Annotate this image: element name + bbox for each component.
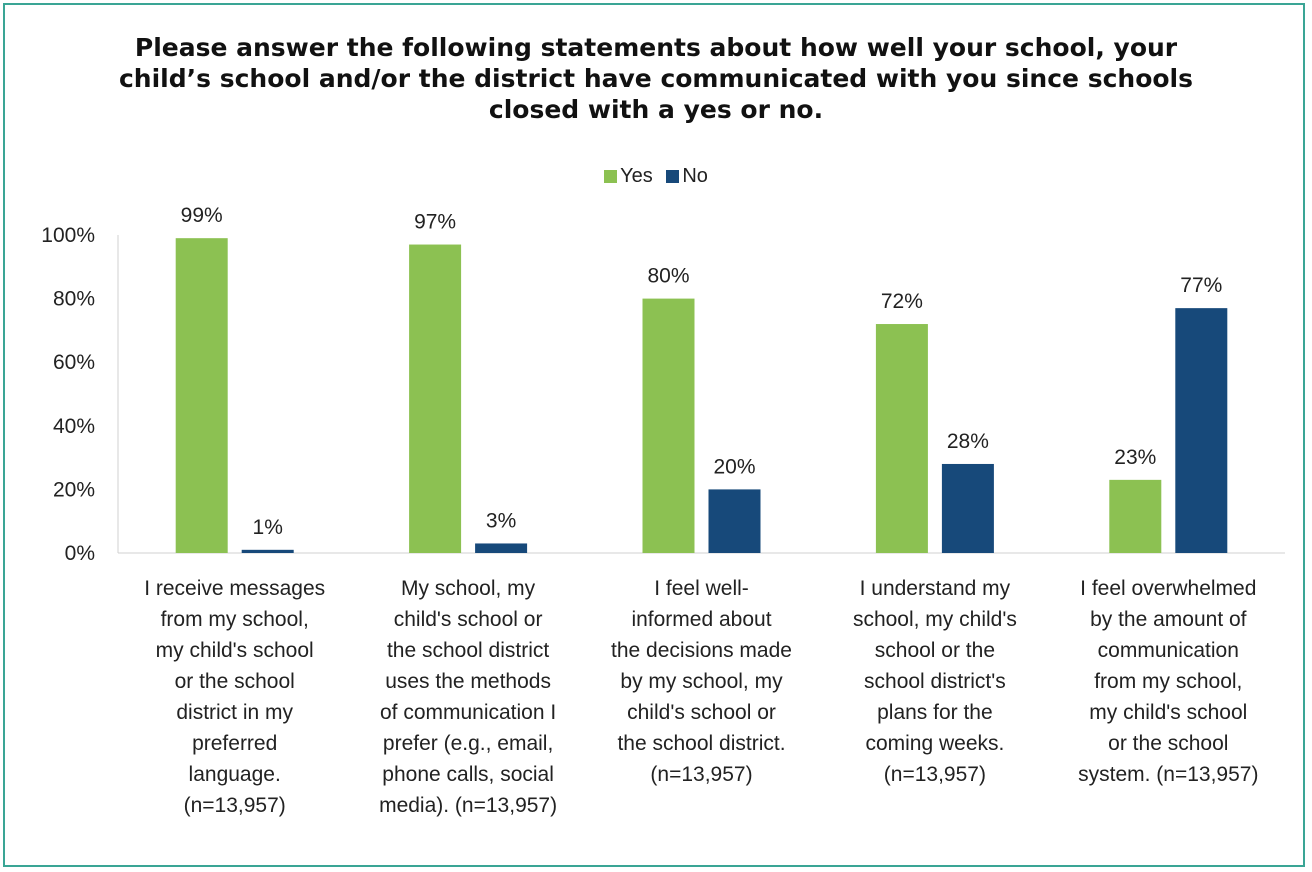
legend-label-no: No (682, 165, 708, 187)
category-label-line: (n=13,957) (183, 794, 286, 817)
category-label-line: the school district. (617, 732, 786, 755)
data-label-yes-4: 72% (881, 290, 923, 313)
category-label-line: phone calls, social (382, 763, 554, 786)
category-label-line: by my school, my (620, 670, 783, 693)
y-tick-label: 60% (53, 351, 95, 374)
y-tick-label: 40% (53, 415, 95, 438)
legend: Yes No (0, 165, 1312, 188)
data-label-no-4: 28% (947, 430, 989, 453)
category-label-line: uses the methods (385, 670, 551, 693)
y-tick-label: 0% (65, 542, 95, 565)
legend-swatch-no (666, 170, 680, 183)
category-label-3: I feel well-informed about the decisions … (586, 573, 818, 790)
category-label-line: preferred (192, 732, 278, 755)
data-label-no-2: 3% (486, 509, 516, 532)
category-label-line: I understand my (859, 577, 1011, 600)
y-tick-label: 100% (41, 224, 95, 247)
category-label-line: media). (n=13,957) (379, 794, 558, 817)
bar-yes-4 (875, 324, 928, 553)
legend-label-yes: Yes (620, 165, 653, 187)
bar-yes-3 (642, 298, 695, 553)
category-label-2: My school, my child's school or the school… (352, 573, 584, 821)
legend-swatch-yes (604, 170, 618, 183)
category-label-line: coming weeks. (865, 732, 1005, 755)
category-label-line: (n=13,957) (883, 763, 986, 786)
data-label-no-3: 20% (713, 455, 755, 478)
category-label-line: the decisions made (611, 639, 792, 662)
chart-title: Please answer the following statements a… (118, 33, 1194, 124)
category-label-line: child's school or (627, 701, 776, 724)
category-label-line: the school district (386, 639, 550, 662)
y-tick-label: 80% (53, 288, 95, 311)
category-label-line: of communication I (379, 701, 557, 724)
bar-no-1 (241, 549, 294, 553)
category-label-1: I receive messages from my school, my chil… (119, 573, 351, 821)
bar-no-5 (1175, 308, 1228, 553)
bar-yes-1 (175, 238, 228, 553)
category-label-line: informed about (631, 608, 772, 631)
bar-yes-5 (1109, 479, 1162, 553)
category-label-line: my child's school (1089, 701, 1248, 724)
category-label-line: school or the (874, 639, 996, 662)
category-label-line: My school, my (400, 577, 536, 600)
category-label-line: school district's (864, 670, 1006, 693)
category-label-line: from my school, (1094, 670, 1243, 693)
data-label-no-1: 1% (253, 516, 283, 539)
category-label-line: from my school, (160, 608, 309, 631)
data-label-yes-5: 23% (1114, 446, 1156, 469)
data-label-yes-2: 97% (414, 211, 456, 234)
category-label-line: I feel well- (654, 577, 749, 600)
category-label-line: system. (n=13,957) (1078, 763, 1259, 786)
y-tick-label: 20% (53, 478, 95, 501)
category-label-line: plans for the (877, 701, 993, 724)
data-label-no-5: 77% (1180, 274, 1222, 297)
category-label-4: I understand my school, my child's school … (819, 573, 1051, 790)
category-label-line: or the school (1108, 732, 1229, 755)
category-label-line: or the school (174, 670, 295, 693)
category-label-line: my child's school (155, 639, 314, 662)
category-label-line: (n=13,957) (650, 763, 753, 786)
data-label-yes-1: 99% (181, 204, 223, 227)
bar-no-2 (475, 543, 528, 553)
bar-yes-2 (409, 244, 462, 554)
legend-item-no: No (666, 165, 708, 188)
category-label-line: communication (1097, 639, 1239, 662)
bar-no-3 (708, 489, 761, 553)
category-label-5: I feel overwhelmed by the amount of commun… (1052, 573, 1284, 790)
legend-item-yes: Yes (604, 165, 653, 188)
category-label-line: school, my child's (852, 608, 1017, 631)
category-label-line: language. (188, 763, 281, 786)
data-label-yes-3: 80% (647, 265, 689, 288)
category-label-line: child's school or (393, 608, 543, 631)
category-label-line: I receive messages (144, 577, 326, 600)
category-label-line: district in my (176, 701, 294, 724)
category-label-line: prefer (e.g., email, (382, 732, 554, 755)
bar-no-4 (941, 463, 994, 553)
category-label-line: by the amount of (1090, 608, 1247, 631)
category-label-line: I feel overwhelmed (1080, 577, 1257, 600)
